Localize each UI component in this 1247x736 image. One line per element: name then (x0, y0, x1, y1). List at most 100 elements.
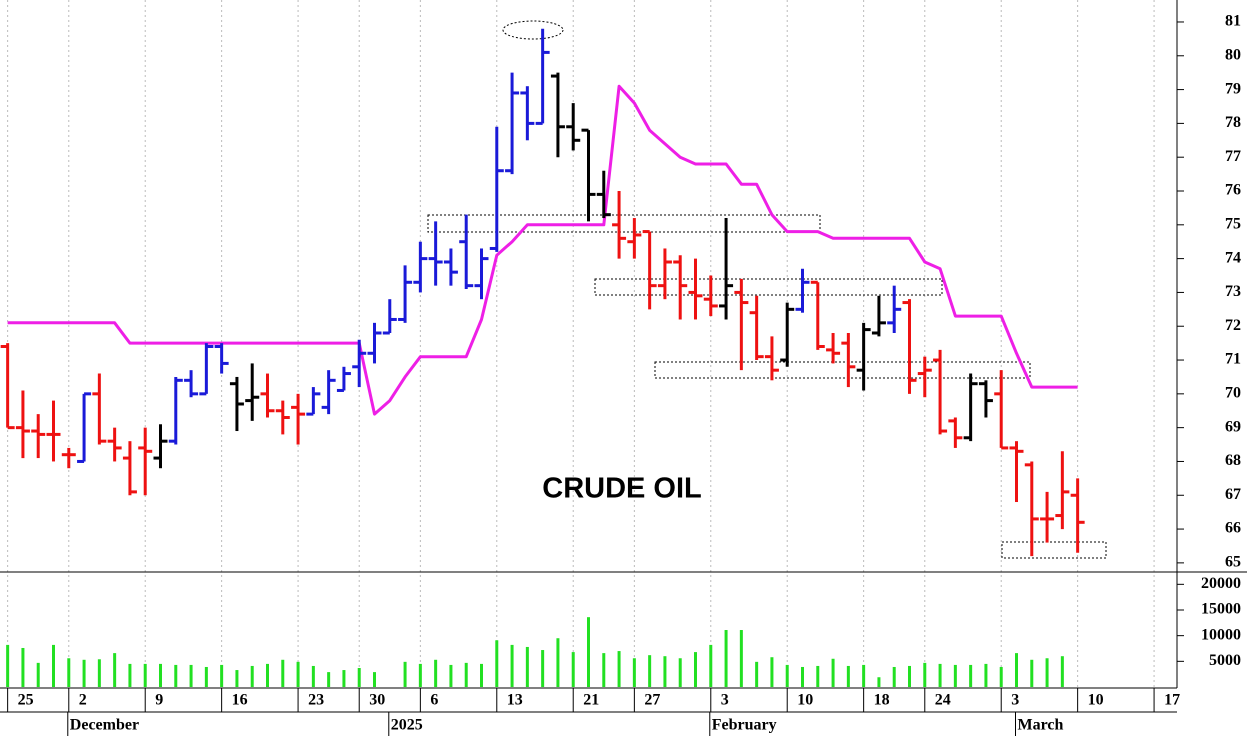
volume-bar (694, 652, 697, 687)
volume-bar (1060, 656, 1064, 687)
volume-bar (296, 661, 300, 687)
volume-bar (770, 657, 774, 687)
volume-bar (846, 665, 850, 687)
x-tick-label: 6 (430, 692, 438, 709)
volume-bar (6, 644, 10, 687)
volume-bar (525, 646, 529, 687)
x-tick-label: 24 (935, 692, 951, 709)
y-tick-label: 81 (1225, 13, 1241, 30)
volume-bar (953, 664, 957, 687)
volume-bar (357, 668, 361, 687)
volume-bar (67, 658, 71, 687)
resistance-zone (594, 278, 943, 296)
volume-bar (113, 653, 117, 687)
volume-bar (174, 664, 178, 687)
volume-bar (617, 651, 621, 687)
volume-bar (480, 663, 483, 687)
support-zone (654, 361, 1031, 379)
volume-bar (602, 653, 606, 687)
x-tick-label: 16 (232, 692, 248, 709)
x-tick-label: 3 (721, 692, 729, 709)
volume-tick-label: 5000 (1209, 652, 1241, 669)
y-tick-label: 68 (1225, 452, 1241, 469)
x-tick-label: 2 (79, 692, 87, 709)
x-tick-label: 21 (583, 692, 599, 709)
support-zone (1001, 541, 1107, 559)
volume-bar (816, 665, 820, 687)
volume-bar (235, 670, 239, 687)
volume-bar (755, 661, 759, 687)
volume-tick-label: 20000 (1201, 575, 1241, 592)
volume-bar (342, 670, 346, 687)
volume-bar (327, 672, 331, 687)
volume-bar (189, 664, 193, 687)
y-tick-label: 78 (1225, 114, 1241, 131)
volume-bar (908, 665, 911, 687)
volume-tick-label: 15000 (1201, 601, 1241, 618)
volume-bar (984, 663, 988, 687)
y-tick-label: 80 (1225, 46, 1241, 63)
volume-bar (831, 658, 835, 687)
x-tick-label: 10 (797, 692, 813, 709)
volume-bar (969, 664, 973, 687)
volume-bar (159, 663, 162, 687)
volume-bar (266, 663, 269, 687)
volume-bar (724, 630, 728, 687)
x-tick-label: 10 (1088, 692, 1104, 709)
resistance-zone (427, 214, 821, 233)
month-label: February (712, 717, 777, 734)
y-tick-label: 71 (1225, 351, 1241, 368)
volume-bar (418, 663, 422, 687)
month-label: March (1018, 717, 1064, 734)
y-tick-label: 73 (1225, 283, 1241, 300)
y-tick-label: 67 (1225, 486, 1241, 503)
x-tick-label: 30 (369, 692, 385, 709)
y-tick-label: 66 (1225, 520, 1241, 537)
volume-bar (82, 659, 86, 687)
volume-bar (571, 652, 575, 687)
x-tick-label: 27 (644, 692, 660, 709)
volume-bar (373, 672, 376, 687)
volume-bar (1015, 653, 1018, 687)
volume-bar (556, 638, 560, 687)
x-tick-label: 23 (308, 692, 324, 709)
month-label: December (70, 717, 139, 734)
volume-bar (1030, 659, 1034, 687)
y-tick-label: 65 (1225, 554, 1241, 571)
volume-bar (801, 666, 804, 687)
plot-area (0, 28, 1085, 687)
volume-bar (678, 658, 682, 687)
y-tick-label: 76 (1225, 182, 1241, 199)
volume-bar (97, 659, 101, 687)
volume-bar (434, 659, 438, 687)
volume-bar (862, 664, 866, 687)
volume-bar (464, 662, 468, 687)
volume-bar (52, 644, 55, 687)
y-tick-label: 79 (1225, 80, 1241, 97)
y-tick-label: 72 (1225, 317, 1241, 334)
y-tick-label: 70 (1225, 385, 1241, 402)
volume-bar (938, 663, 942, 687)
volume-bar (449, 664, 453, 687)
month-label: 2025 (391, 717, 423, 734)
volume-bar (587, 617, 590, 687)
volume-bar (739, 630, 743, 687)
x-tick-label: 13 (507, 692, 523, 709)
volume-bar (877, 677, 881, 687)
x-tick-label: 3 (1011, 692, 1019, 709)
volume-bar (541, 650, 545, 687)
y-tick-label: 69 (1225, 418, 1241, 435)
volume-bar (250, 665, 254, 687)
chart-title: CRUDE OIL (542, 473, 702, 505)
volume-bar (36, 662, 40, 687)
volume-bar (21, 647, 25, 687)
volume-bar (785, 664, 789, 687)
x-tick-label: 17 (1164, 692, 1180, 709)
volume-bar (143, 663, 147, 687)
volume-bar (495, 640, 499, 687)
volume-bar (204, 666, 208, 687)
y-tick-label: 75 (1225, 215, 1241, 232)
volume-bar (128, 663, 132, 687)
volume-bar (1045, 658, 1049, 687)
